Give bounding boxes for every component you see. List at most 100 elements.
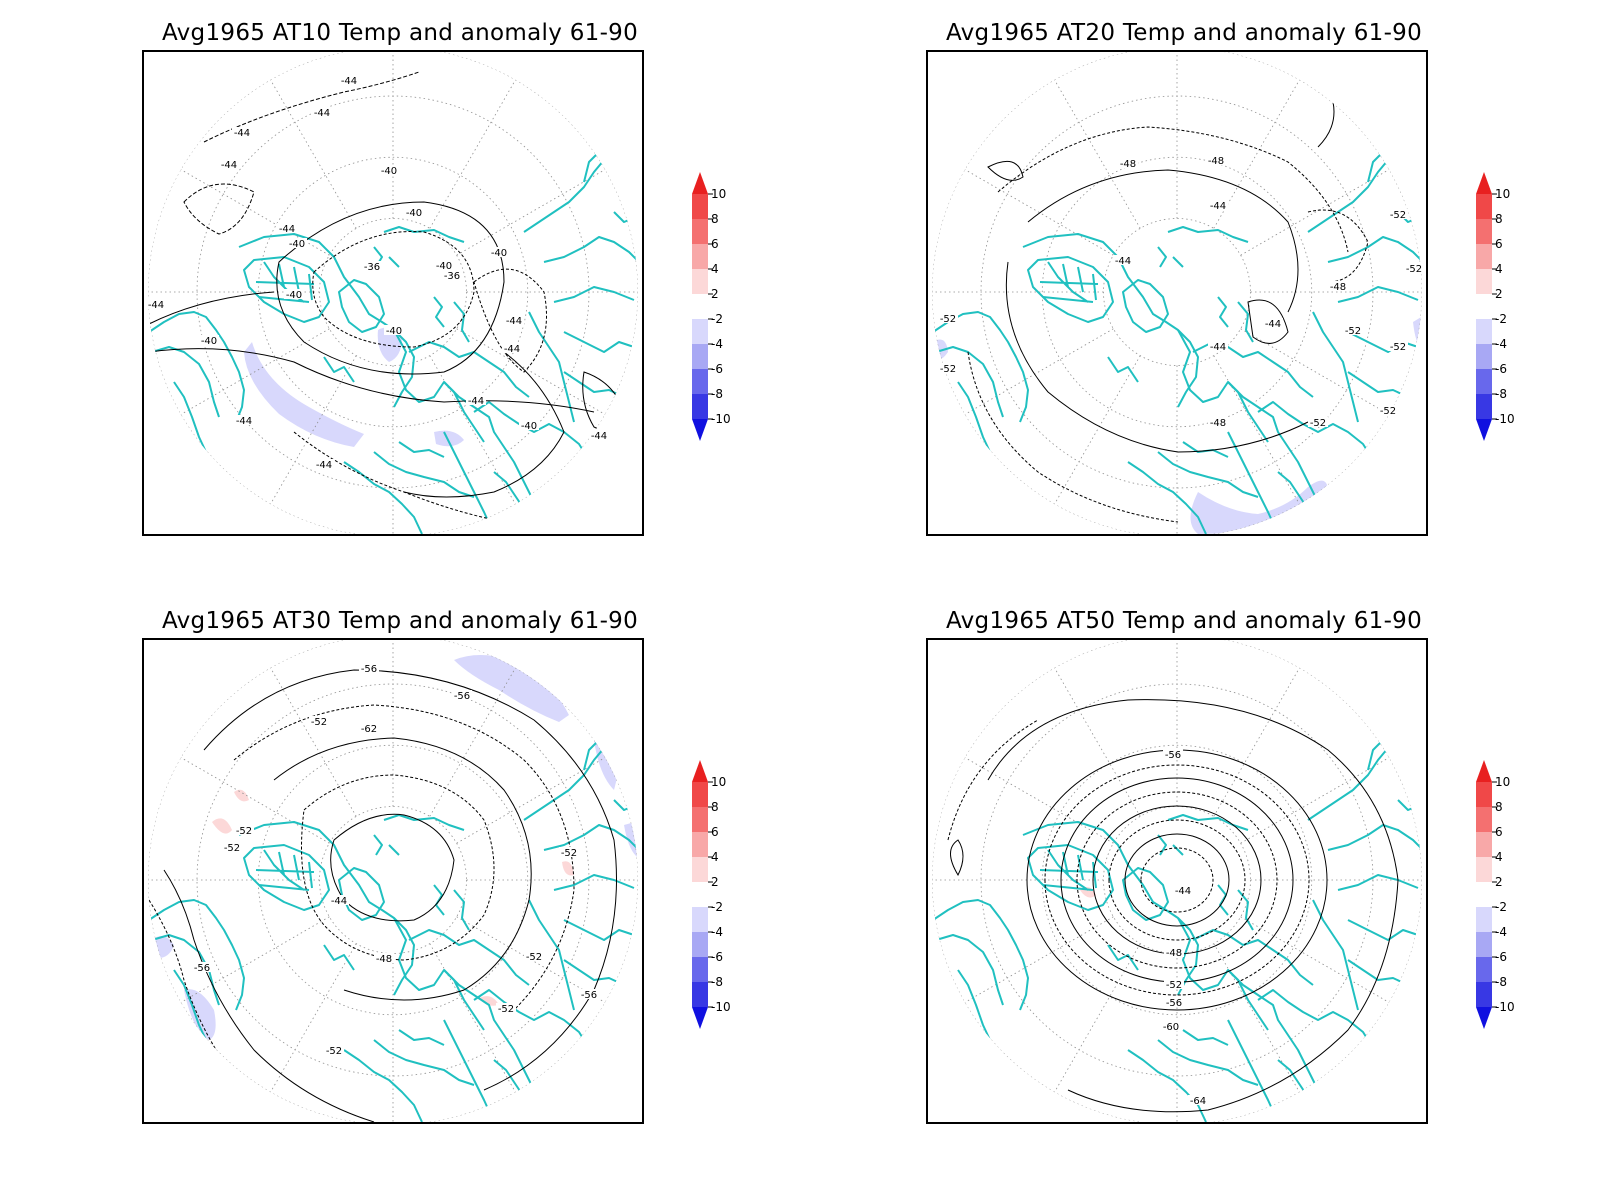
- colorbar-segment: [692, 932, 708, 957]
- coastline: [528, 311, 575, 423]
- coastline: [1337, 286, 1419, 303]
- coastline: [338, 279, 385, 333]
- coastline: [1107, 944, 1139, 971]
- coastline: [443, 1019, 495, 1122]
- colorbar-segment: [692, 194, 708, 219]
- coastline: [1227, 1019, 1279, 1122]
- colorbar-label: 6: [711, 825, 719, 839]
- contour-label: -52: [940, 364, 956, 375]
- temperature-contour: [312, 231, 475, 348]
- coastline: [935, 346, 1004, 418]
- colorbar-segment: [692, 907, 708, 932]
- anomaly-shading: [562, 861, 574, 876]
- contour-label: -64: [1190, 1096, 1206, 1107]
- coastline: [373, 1039, 475, 1086]
- colorbar-label: 10: [1495, 775, 1510, 789]
- coastline: [1157, 834, 1184, 856]
- coastline: [1157, 451, 1259, 498]
- colorbar-segment: [1476, 957, 1492, 982]
- contour-label: -40: [521, 421, 537, 432]
- coastline: [1257, 989, 1374, 1049]
- colorbar-segment: [692, 244, 708, 269]
- temperature-contour: [330, 813, 455, 922]
- colorbar-segment: [692, 782, 708, 807]
- coastline: [1039, 849, 1099, 891]
- temperature-contour: [273, 737, 532, 1001]
- temperature-contour: [987, 699, 1399, 1113]
- coastline: [473, 989, 590, 1049]
- coastline: [553, 874, 635, 891]
- coastline: [563, 919, 635, 941]
- contour-label: -48: [376, 954, 392, 965]
- coastline: [255, 849, 315, 891]
- coastline: [1307, 739, 1399, 821]
- coastline: [433, 296, 445, 328]
- colorbar-label: -6: [1495, 362, 1507, 376]
- contour-label: -52: [1390, 342, 1406, 353]
- colorbar-label: -2: [1495, 900, 1507, 914]
- coastline: [383, 226, 465, 243]
- coastline: [393, 329, 485, 443]
- coastline: [343, 461, 423, 534]
- temperature-contour: [148, 291, 275, 325]
- temperature-contour: [293, 431, 505, 523]
- colorbar-segment: [692, 294, 708, 319]
- temperature-contour: [1076, 791, 1278, 969]
- colorbar-label: 4: [1495, 262, 1503, 276]
- contour-label: -52: [1166, 980, 1182, 991]
- colorbar-segment: [692, 219, 708, 244]
- colorbar-label: -6: [711, 950, 723, 964]
- temperature-contour: [987, 160, 1024, 181]
- contour-label: -44: [314, 108, 330, 119]
- contour-label: -40: [406, 208, 422, 219]
- colorbar: 10 8 6 4 2 -2 -4 -6 -8 -10: [692, 760, 752, 1050]
- coastline: [255, 261, 315, 303]
- contour-label: -44: [506, 316, 522, 327]
- coastline: [398, 441, 445, 458]
- temperature-contour: [1307, 209, 1369, 283]
- colorbar-segment: [692, 344, 708, 369]
- coastline: [932, 311, 1029, 423]
- coastline: [238, 233, 415, 408]
- temperature-contour: [1124, 833, 1230, 927]
- colorbar-segment: [1476, 807, 1492, 832]
- coastline: [1327, 236, 1422, 263]
- colorbar-segment: [1476, 269, 1492, 294]
- colorbar-segment: [1476, 882, 1492, 907]
- colorbar-label: 8: [1495, 800, 1503, 814]
- contour-label: -56: [1165, 750, 1181, 761]
- colorbar-label: -10: [711, 412, 731, 426]
- temperature-contour: [473, 268, 547, 373]
- temperature-contour: [1027, 169, 1299, 313]
- colorbar-arrow-bottom: [692, 419, 708, 441]
- coastline: [932, 899, 1029, 1011]
- temperature-contour: [233, 704, 575, 1011]
- colorbar: 10 8 6 4 2 -2 -4 -6 -8 -10: [692, 172, 752, 462]
- colorbar-segment: [1476, 782, 1492, 807]
- colorbar-segment: [1476, 219, 1492, 244]
- colorbar-segment: [1476, 244, 1492, 269]
- coastline: [373, 451, 475, 498]
- colorbar-label: 10: [1495, 187, 1510, 201]
- colorbar-segment: [1476, 369, 1492, 394]
- colorbar-label: -6: [1495, 950, 1507, 964]
- contour-label: -40: [286, 290, 302, 301]
- contour-label: -40: [201, 336, 217, 347]
- coastline: [1237, 301, 1254, 343]
- colorbar-label: 2: [711, 875, 719, 889]
- colorbar-segment: [692, 269, 708, 294]
- anomaly-shading: [377, 327, 402, 362]
- map-frame: -56 -56 -52 -62 -52 -52 -52 -44 -48 -52 -56 -52 -52 -…: [142, 638, 644, 1124]
- contour-label: -44: [1265, 319, 1281, 330]
- colorbar-label: 8: [711, 800, 719, 814]
- anomaly-shading: [454, 655, 569, 722]
- colorbar-label: -4: [1495, 337, 1507, 351]
- colorbar: 10 8 6 4 2 -2 -4 -6 -8 -10: [1476, 760, 1536, 1050]
- colorbar-segment: [1476, 319, 1492, 344]
- contour-label: -40: [436, 261, 452, 272]
- coastline: [1217, 884, 1229, 916]
- colorbar-segment: [1476, 907, 1492, 932]
- coastline: [957, 969, 991, 1041]
- temperature-contour: [1060, 777, 1294, 983]
- contour-label: -52: [311, 717, 327, 728]
